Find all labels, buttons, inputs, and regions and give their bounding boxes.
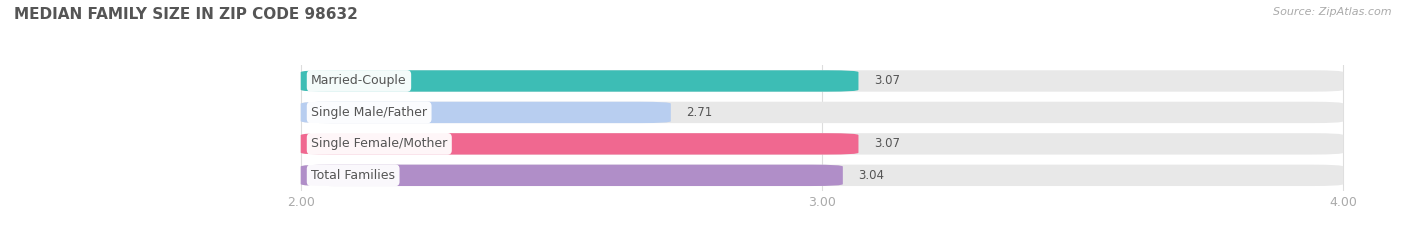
FancyBboxPatch shape [301, 102, 671, 123]
Text: Single Female/Mother: Single Female/Mother [311, 137, 447, 150]
Text: 2.71: 2.71 [686, 106, 713, 119]
FancyBboxPatch shape [301, 102, 1343, 123]
Text: Single Male/Father: Single Male/Father [311, 106, 427, 119]
FancyBboxPatch shape [301, 133, 1343, 154]
Text: 3.07: 3.07 [875, 75, 900, 87]
FancyBboxPatch shape [301, 70, 859, 92]
Text: 3.04: 3.04 [859, 169, 884, 182]
FancyBboxPatch shape [301, 133, 859, 154]
Text: MEDIAN FAMILY SIZE IN ZIP CODE 98632: MEDIAN FAMILY SIZE IN ZIP CODE 98632 [14, 7, 359, 22]
Text: Source: ZipAtlas.com: Source: ZipAtlas.com [1274, 7, 1392, 17]
Text: Total Families: Total Families [311, 169, 395, 182]
FancyBboxPatch shape [301, 165, 1343, 186]
Text: 3.07: 3.07 [875, 137, 900, 150]
Text: Married-Couple: Married-Couple [311, 75, 406, 87]
FancyBboxPatch shape [301, 165, 842, 186]
FancyBboxPatch shape [301, 70, 1343, 92]
